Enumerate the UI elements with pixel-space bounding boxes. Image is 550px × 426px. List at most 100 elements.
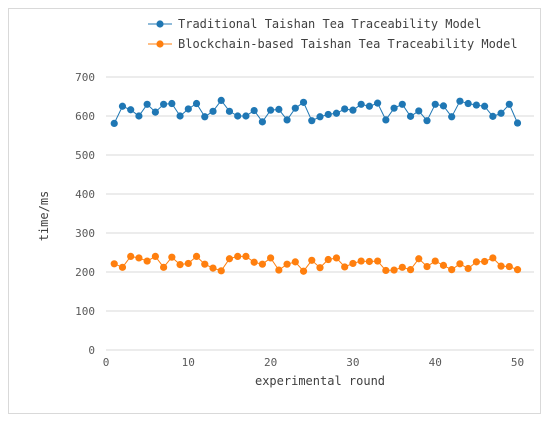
x-tick-labels: 0 10 20 30 40 50: [103, 356, 524, 369]
legend: Traditional Taishan Tea Traceability Mod…: [148, 17, 518, 51]
data-point-series-1: [415, 107, 423, 115]
data-point-series-2: [258, 260, 266, 268]
data-point-series-2: [283, 260, 291, 268]
data-point-series-2: [275, 266, 283, 274]
data-point-series-1: [497, 109, 505, 117]
series-group: [110, 96, 522, 275]
data-point-series-2: [299, 267, 308, 275]
data-point-series-2: [192, 252, 201, 260]
data-point-series-2: [513, 266, 522, 274]
data-point-series-2: [431, 257, 439, 265]
data-point-series-1: [291, 104, 299, 112]
data-point-series-1: [324, 110, 332, 119]
data-point-series-2: [398, 263, 406, 271]
data-point-series-1: [168, 99, 176, 108]
data-point-series-2: [481, 257, 489, 266]
data-point-series-2: [332, 254, 341, 262]
data-point-series-1: [234, 112, 242, 120]
data-point-series-2: [127, 252, 135, 260]
data-point-series-1: [242, 112, 250, 120]
data-point-series-1: [160, 100, 168, 108]
data-point-series-1: [299, 98, 308, 106]
x-tick-label: 30: [346, 356, 359, 369]
data-point-series-1: [481, 102, 489, 110]
data-point-series-1: [225, 107, 234, 115]
data-point-series-1: [110, 119, 118, 128]
y-tick-label: 700: [75, 71, 95, 84]
data-point-series-2: [217, 267, 225, 275]
data-point-series-1: [258, 118, 266, 126]
data-point-series-2: [382, 266, 390, 275]
data-point-series-1: [201, 113, 209, 121]
data-point-series-2: [242, 252, 250, 260]
data-point-series-1: [283, 116, 291, 124]
data-point-series-2: [456, 260, 464, 268]
data-point-series-1: [456, 97, 464, 105]
y-tick-labels: 0 100 200 300 400 500 600 700: [75, 71, 95, 357]
y-tick-label: 600: [75, 110, 95, 123]
data-point-series-1: [250, 106, 258, 115]
y-tick-label: 200: [75, 266, 95, 279]
data-point-series-1: [423, 117, 431, 125]
data-point-series-1: [332, 109, 341, 117]
data-point-series-1: [184, 105, 192, 113]
data-point-series-1: [341, 105, 349, 113]
data-point-series-1: [209, 107, 217, 115]
legend-marker: [156, 20, 164, 28]
data-point-series-1: [275, 105, 283, 113]
data-point-series-1: [464, 99, 472, 108]
data-point-series-2: [365, 257, 373, 266]
data-point-series-2: [234, 252, 242, 260]
data-point-series-1: [308, 117, 316, 125]
data-point-series-1: [349, 106, 357, 114]
data-point-series-1: [176, 112, 184, 120]
y-tick-label: 0: [88, 344, 95, 357]
data-point-series-2: [250, 258, 258, 266]
data-point-series-2: [324, 255, 332, 264]
legend-label: Blockchain-based Taishan Tea Traceabilit…: [178, 37, 518, 51]
data-point-series-1: [472, 101, 480, 109]
data-point-series-2: [135, 254, 143, 262]
data-point-series-1: [316, 113, 324, 121]
data-point-series-1: [431, 100, 439, 108]
data-point-series-2: [505, 262, 513, 271]
data-point-series-1: [505, 100, 513, 108]
x-tick-label: 10: [182, 356, 195, 369]
data-point-series-2: [415, 255, 423, 263]
data-point-series-2: [472, 258, 480, 266]
data-point-series-1: [135, 112, 143, 120]
data-point-series-2: [374, 257, 382, 265]
y-tick-label: 100: [75, 305, 95, 318]
data-point-series-2: [209, 264, 217, 272]
data-point-series-2: [160, 263, 168, 271]
data-point-series-2: [357, 257, 365, 265]
gridlines: [106, 76, 534, 351]
data-point-series-2: [110, 260, 118, 268]
data-point-series-2: [439, 261, 448, 269]
data-point-series-2: [308, 256, 316, 264]
data-point-series-2: [291, 258, 299, 266]
chart-frame: [8, 8, 541, 414]
data-point-series-1: [406, 112, 415, 120]
legend-marker: [156, 40, 164, 48]
data-point-series-2: [448, 266, 456, 274]
data-point-series-1: [143, 100, 151, 108]
data-point-series-2: [176, 260, 184, 269]
y-tick-label: 500: [75, 149, 95, 162]
data-point-series-1: [489, 112, 497, 120]
data-point-series-2: [406, 266, 415, 274]
x-tick-label: 40: [429, 356, 442, 369]
data-point-series-1: [365, 102, 373, 110]
data-point-series-1: [398, 100, 406, 108]
x-tick-label: 0: [103, 356, 110, 369]
data-point-series-2: [316, 264, 324, 272]
data-point-series-1: [382, 116, 390, 124]
data-point-series-2: [489, 254, 497, 262]
data-point-series-2: [423, 262, 431, 271]
data-point-series-1: [151, 108, 159, 116]
data-point-series-1: [439, 102, 448, 110]
data-point-series-1: [127, 106, 135, 114]
y-tick-label: 400: [75, 188, 95, 201]
data-point-series-2: [143, 257, 151, 265]
data-point-series-2: [168, 253, 176, 261]
